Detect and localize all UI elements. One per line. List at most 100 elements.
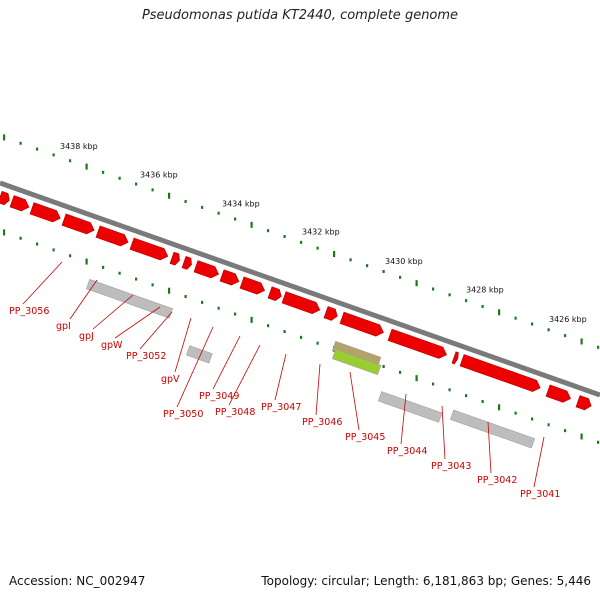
minor-tick xyxy=(118,176,121,180)
gene-label: PP_3048 xyxy=(215,407,255,418)
feature-green xyxy=(332,348,382,376)
minor-tick xyxy=(135,277,138,281)
gene-shape xyxy=(281,291,321,314)
minor-tick xyxy=(514,316,517,320)
kbp-label: 3438 kbp xyxy=(60,142,98,151)
gene-shape xyxy=(129,237,169,261)
gene-shape xyxy=(61,213,95,235)
minor-tick xyxy=(102,170,105,174)
major-tick xyxy=(415,280,418,287)
feature-grey-shape xyxy=(378,391,443,423)
minor-tick xyxy=(52,153,55,157)
minor-tick xyxy=(267,229,270,233)
outer-tick-ring xyxy=(3,134,600,349)
leader-line xyxy=(315,363,321,416)
minor-tick xyxy=(448,388,451,392)
gene-shape xyxy=(0,190,10,206)
minor-tick xyxy=(465,299,468,303)
minor-tick xyxy=(135,182,138,186)
feature-grey xyxy=(86,279,173,319)
gene-shape xyxy=(219,269,240,286)
gene-shape xyxy=(29,202,61,223)
minor-tick xyxy=(531,417,534,421)
minor-tick xyxy=(399,275,402,279)
major-tick xyxy=(498,309,501,316)
minor-tick xyxy=(597,345,600,349)
leader-line xyxy=(441,405,446,460)
minor-tick xyxy=(399,370,402,374)
leader-line xyxy=(212,335,241,390)
gene-shape xyxy=(387,328,447,359)
minor-tick xyxy=(547,328,550,332)
gene-label: gpI xyxy=(56,321,71,332)
minor-tick xyxy=(531,322,534,326)
minor-tick xyxy=(481,399,484,403)
leader-line xyxy=(400,393,407,445)
minor-tick xyxy=(184,200,187,204)
gene-arrow xyxy=(451,351,459,365)
minor-tick xyxy=(217,211,220,215)
gene-shape xyxy=(459,354,541,392)
minor-tick xyxy=(267,324,270,328)
minor-tick xyxy=(234,312,237,316)
leader-line xyxy=(174,317,192,373)
gene-shape xyxy=(451,351,459,365)
minor-tick xyxy=(316,246,319,250)
gene-label: gpV xyxy=(161,374,180,385)
feature-grey xyxy=(450,409,536,449)
feature-track xyxy=(86,279,536,449)
gene-shape xyxy=(193,260,220,279)
gene-label: PP_3050 xyxy=(163,409,203,420)
minor-tick xyxy=(201,205,204,209)
gene-arrow xyxy=(29,202,61,223)
minor-tick xyxy=(300,240,303,244)
gene-arrow xyxy=(281,291,321,314)
gene-arrow xyxy=(323,306,338,321)
gene-arrow xyxy=(239,276,266,295)
gene-arrow xyxy=(219,269,240,286)
gene-shape xyxy=(181,255,192,270)
kbp-label: 3434 kbp xyxy=(222,199,260,208)
minor-tick xyxy=(217,306,220,310)
minor-tick xyxy=(465,394,468,398)
minor-tick xyxy=(283,235,286,239)
minor-tick xyxy=(316,341,319,345)
gene-label: PP_3049 xyxy=(199,391,239,402)
minor-tick xyxy=(564,334,567,338)
map-title: Pseudomonas putida KT2440, complete geno… xyxy=(141,8,459,23)
feature-grey-shape xyxy=(450,409,536,449)
minor-tick xyxy=(349,258,352,262)
minor-tick xyxy=(382,270,385,274)
minor-tick xyxy=(36,242,39,246)
leader-line xyxy=(487,421,492,474)
gene-arrow xyxy=(575,395,592,411)
minor-tick xyxy=(69,159,72,163)
gene-shape xyxy=(323,306,338,321)
kbp-label: 3430 kbp xyxy=(385,257,423,266)
feature-grey xyxy=(186,345,213,364)
minor-tick xyxy=(201,300,204,304)
gene-arrow xyxy=(267,286,282,301)
minor-tick xyxy=(19,236,22,240)
gene-arrow xyxy=(193,260,220,279)
major-tick xyxy=(580,433,583,440)
gene-arrow xyxy=(169,251,180,266)
minor-tick xyxy=(184,295,187,299)
gene-label: PP_3041 xyxy=(520,489,560,500)
gene-shape xyxy=(239,276,266,295)
gene-label: PP_3046 xyxy=(302,417,342,428)
major-tick xyxy=(250,221,253,228)
minor-tick xyxy=(432,382,435,386)
gene-label: PP_3047 xyxy=(261,402,301,413)
kbp-label: 3428 kbp xyxy=(466,286,504,295)
leader-line xyxy=(349,371,360,431)
kbp-label: 3436 kbp xyxy=(140,170,178,179)
minor-tick xyxy=(547,423,550,427)
gene-label: gpJ xyxy=(79,331,94,342)
minor-tick xyxy=(481,304,484,308)
gene-shape xyxy=(95,225,129,247)
major-tick xyxy=(498,404,501,411)
gene-label: PP_3044 xyxy=(387,446,427,457)
